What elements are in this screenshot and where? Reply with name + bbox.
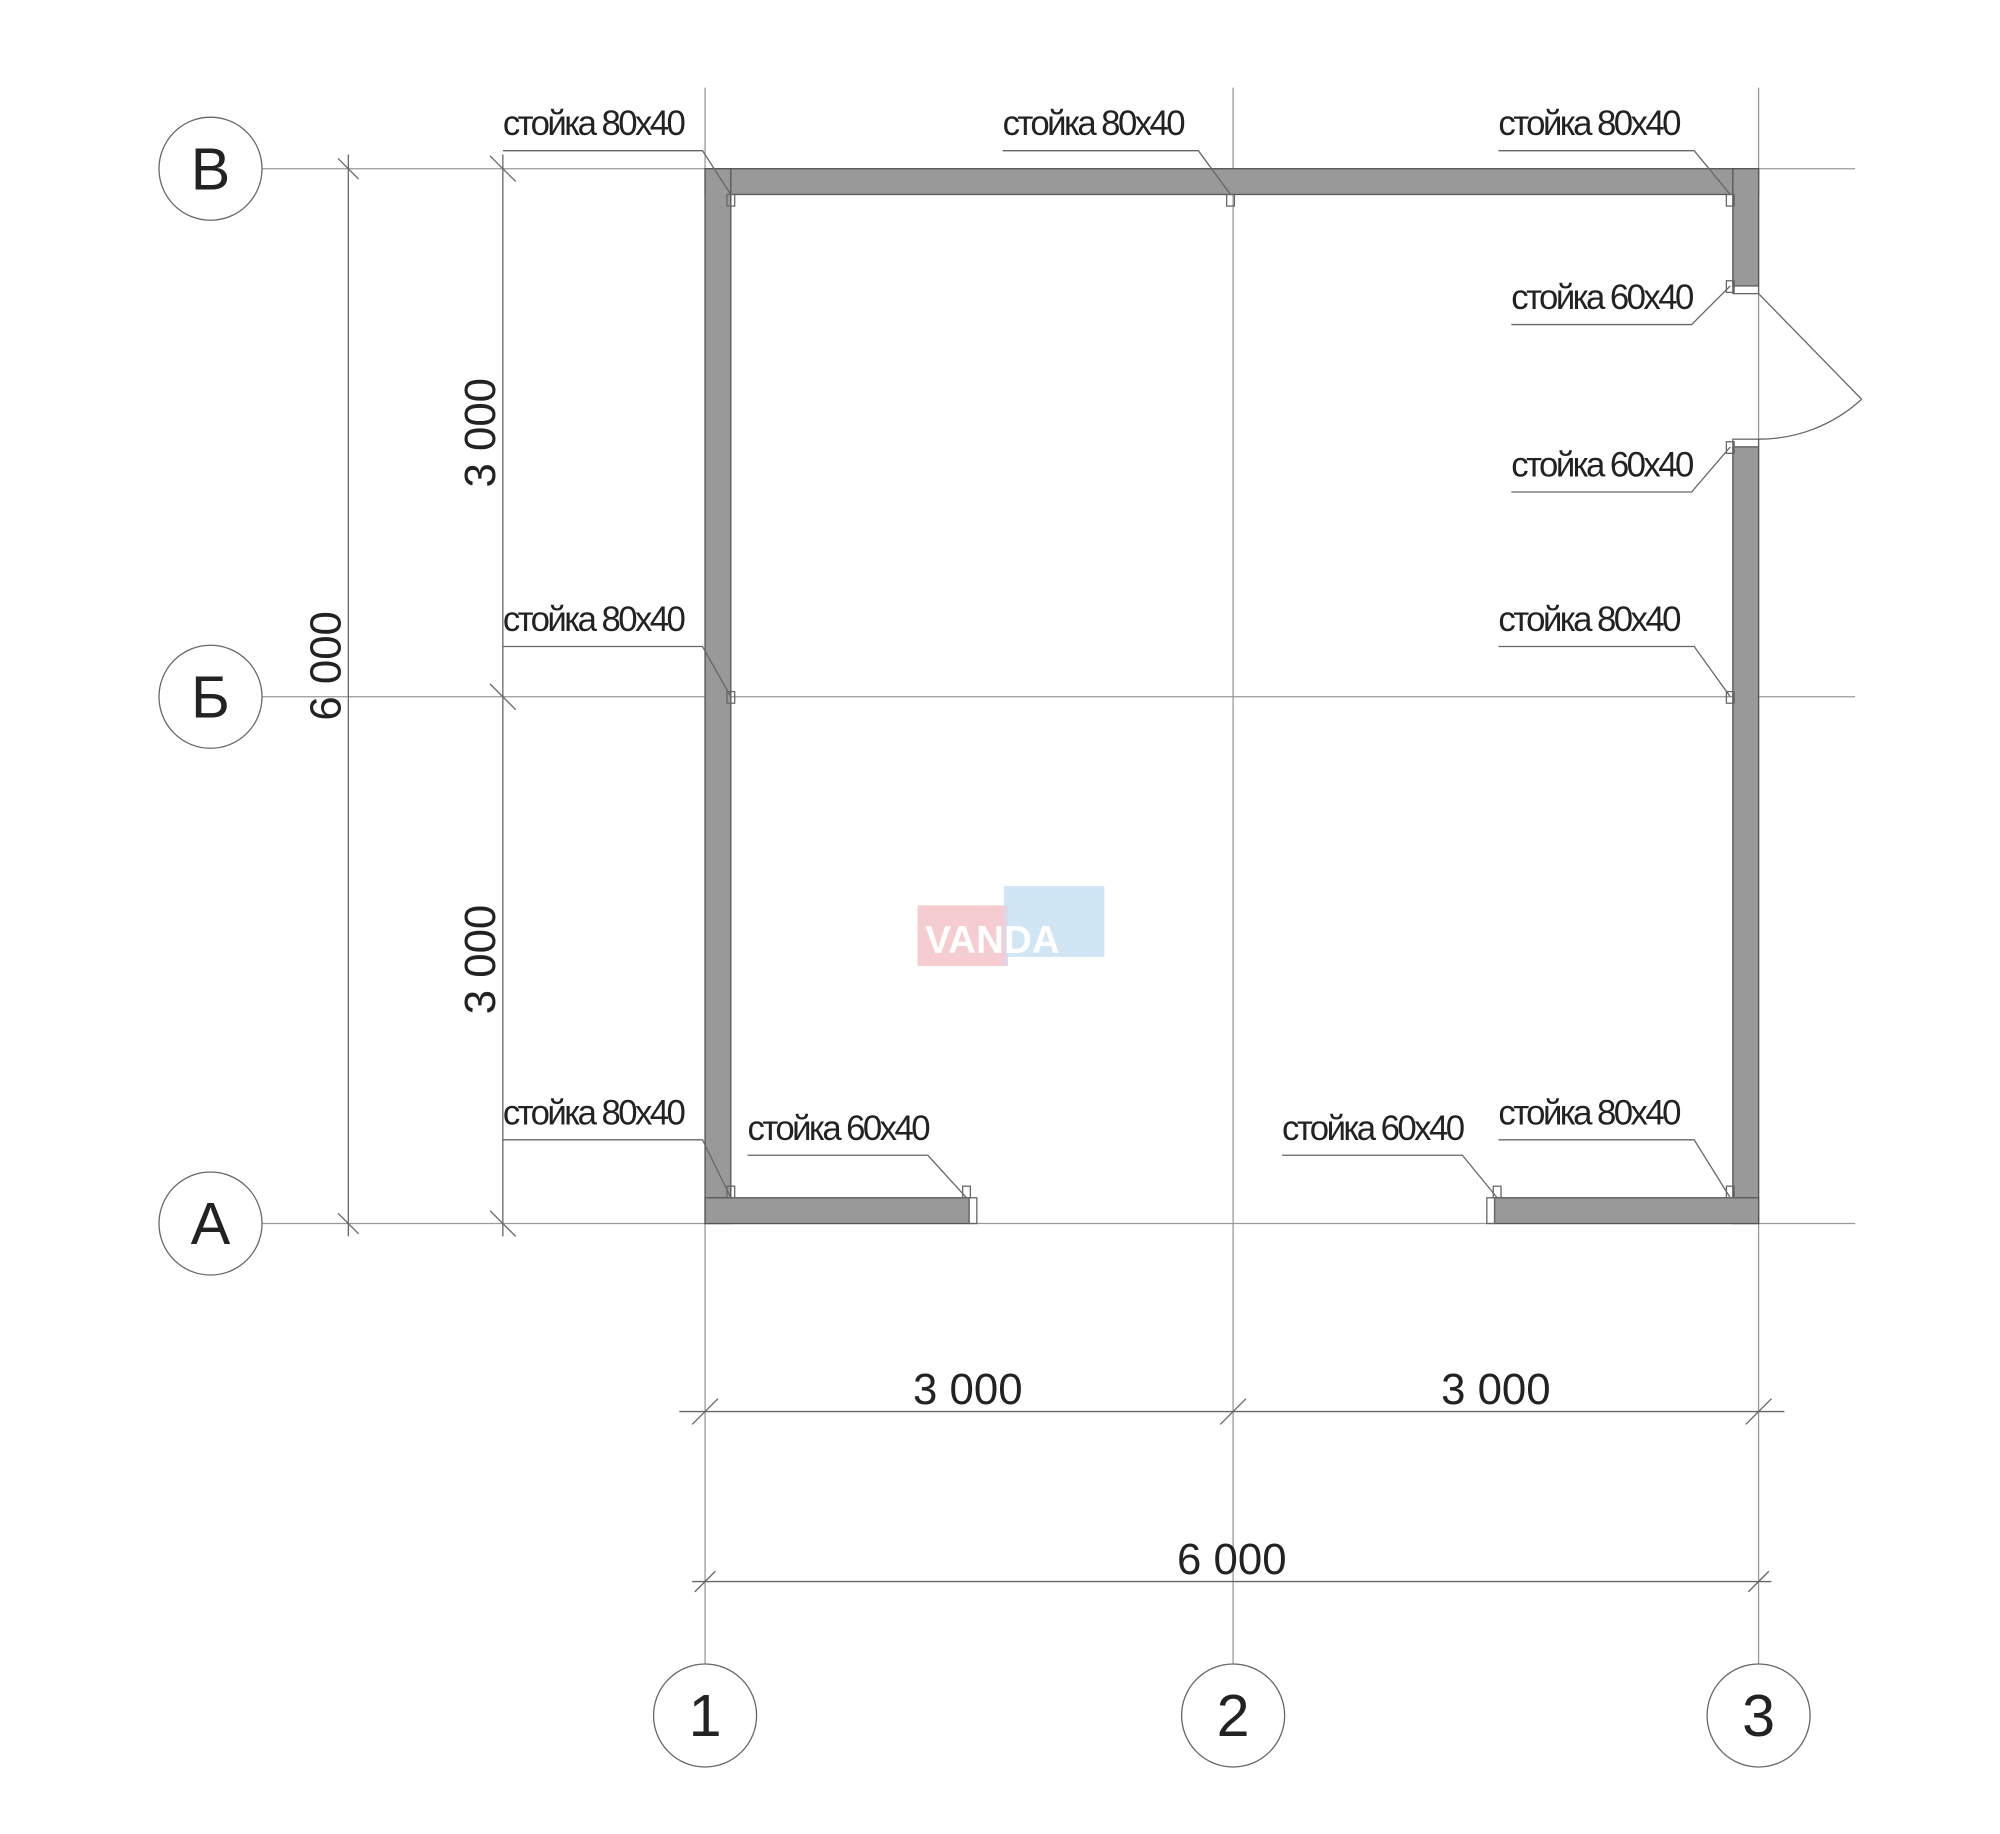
post-label: стойка 80x40 bbox=[1002, 105, 1236, 207]
post-label-text: стойка 80x40 bbox=[503, 601, 685, 639]
leader-line bbox=[747, 1154, 967, 1199]
axis-label: 1 bbox=[689, 1682, 722, 1749]
wall-right-lower bbox=[1732, 446, 1760, 1225]
axis-label: Б bbox=[191, 663, 230, 730]
axis-bubbles: В Б А 1 2 3 bbox=[158, 116, 1811, 1768]
post-label: стойка 60x40 bbox=[747, 1110, 972, 1199]
post-label: стойка 80x40 bbox=[502, 601, 736, 704]
post-label-text: стойка 60x40 bbox=[1282, 1110, 1464, 1148]
post-label-text: стойка 80x40 bbox=[1003, 105, 1185, 143]
dim-vertical-total: 6 000 bbox=[302, 611, 351, 721]
leader-line bbox=[502, 645, 732, 698]
axis-bubble-col-1: 1 bbox=[652, 1663, 758, 1768]
axis-bubble-row-b: Б bbox=[158, 644, 263, 749]
post-marker bbox=[1725, 1185, 1735, 1199]
post-marker bbox=[726, 690, 736, 704]
dim-horizontal-left: 3 000 bbox=[913, 1365, 1023, 1414]
post-label: стойка 80x40 bbox=[1498, 601, 1735, 704]
wall-right-upper bbox=[1732, 168, 1760, 287]
axis-label: 2 bbox=[1217, 1682, 1250, 1749]
watermark-text: VANDA bbox=[925, 919, 1059, 962]
axis-label: В bbox=[191, 135, 231, 202]
dim-vertical-upper: 3 000 bbox=[456, 378, 505, 488]
post-marker bbox=[1725, 193, 1735, 207]
leader-line bbox=[502, 150, 732, 195]
post-label: стойка 60x40 bbox=[1511, 279, 1735, 326]
post-label-text: стойка 60x40 bbox=[1511, 279, 1693, 317]
post-marker bbox=[1725, 690, 1735, 704]
dim-horizontal-right: 3 000 bbox=[1441, 1365, 1551, 1414]
wall-bottom-left bbox=[704, 1197, 970, 1225]
leader-line bbox=[1498, 150, 1731, 195]
axis-bubble-row-v: В bbox=[158, 116, 263, 221]
post-marker bbox=[1492, 1185, 1502, 1199]
dim-horizontal-total: 6 000 bbox=[1177, 1535, 1287, 1584]
wall-top bbox=[704, 168, 1760, 196]
axis-label: А bbox=[191, 1190, 231, 1257]
axis-bubble-col-3: 3 bbox=[1706, 1663, 1811, 1768]
door-swing bbox=[1758, 293, 1863, 440]
post-label: стойка 60x40 bbox=[1282, 1110, 1502, 1199]
post-label: стойка 80x40 bbox=[502, 105, 736, 207]
post-marker bbox=[726, 1185, 736, 1199]
leader-line bbox=[1282, 1154, 1498, 1199]
post-label-text: стойка 80x40 bbox=[503, 105, 685, 143]
post-marker bbox=[962, 1185, 972, 1199]
leader-line bbox=[1498, 1139, 1731, 1199]
post-label: стойка 80x40 bbox=[502, 1094, 736, 1199]
leader-line bbox=[1511, 446, 1731, 493]
post-marker bbox=[1725, 441, 1735, 454]
axis-bubble-col-2: 2 bbox=[1180, 1663, 1286, 1768]
dim-vertical-lower: 3 000 bbox=[456, 905, 505, 1015]
leader-line bbox=[1498, 645, 1731, 698]
post-label-text: стойка 60x40 bbox=[748, 1110, 930, 1148]
post-label-text: стойка 80x40 bbox=[1498, 1094, 1680, 1132]
leader-line bbox=[502, 1139, 732, 1199]
wall-bottom-right bbox=[1493, 1197, 1760, 1225]
post-label: стойка 80x40 bbox=[1498, 105, 1735, 207]
post-label-text: стойка 80x40 bbox=[1498, 105, 1680, 143]
post-label-text: стойка 80x40 bbox=[503, 1094, 685, 1132]
dimension-lines: 6 000 3 000 3 000 3 000 3 000 6 000 bbox=[302, 154, 1785, 1593]
post-marker bbox=[1226, 193, 1236, 207]
post-label: стойка 60x40 bbox=[1511, 441, 1735, 493]
post-labels: стойка 80x40 стойка 80x40 стойка 80x40 стой… bbox=[502, 105, 1735, 1199]
axis-bubble-row-a: А bbox=[158, 1171, 263, 1276]
post-marker bbox=[726, 193, 736, 207]
axis-label: 3 bbox=[1742, 1682, 1775, 1749]
post-marker bbox=[1725, 280, 1735, 294]
leader-line bbox=[1511, 285, 1731, 326]
leader-line bbox=[1002, 150, 1232, 195]
post-label-text: стойка 80x40 bbox=[1498, 601, 1680, 639]
post-label: стойка 80x40 bbox=[1498, 1094, 1735, 1199]
post-label-text: стойка 60x40 bbox=[1511, 447, 1693, 485]
walls bbox=[704, 168, 1760, 1225]
vanda-watermark: VANDA bbox=[917, 886, 1105, 966]
